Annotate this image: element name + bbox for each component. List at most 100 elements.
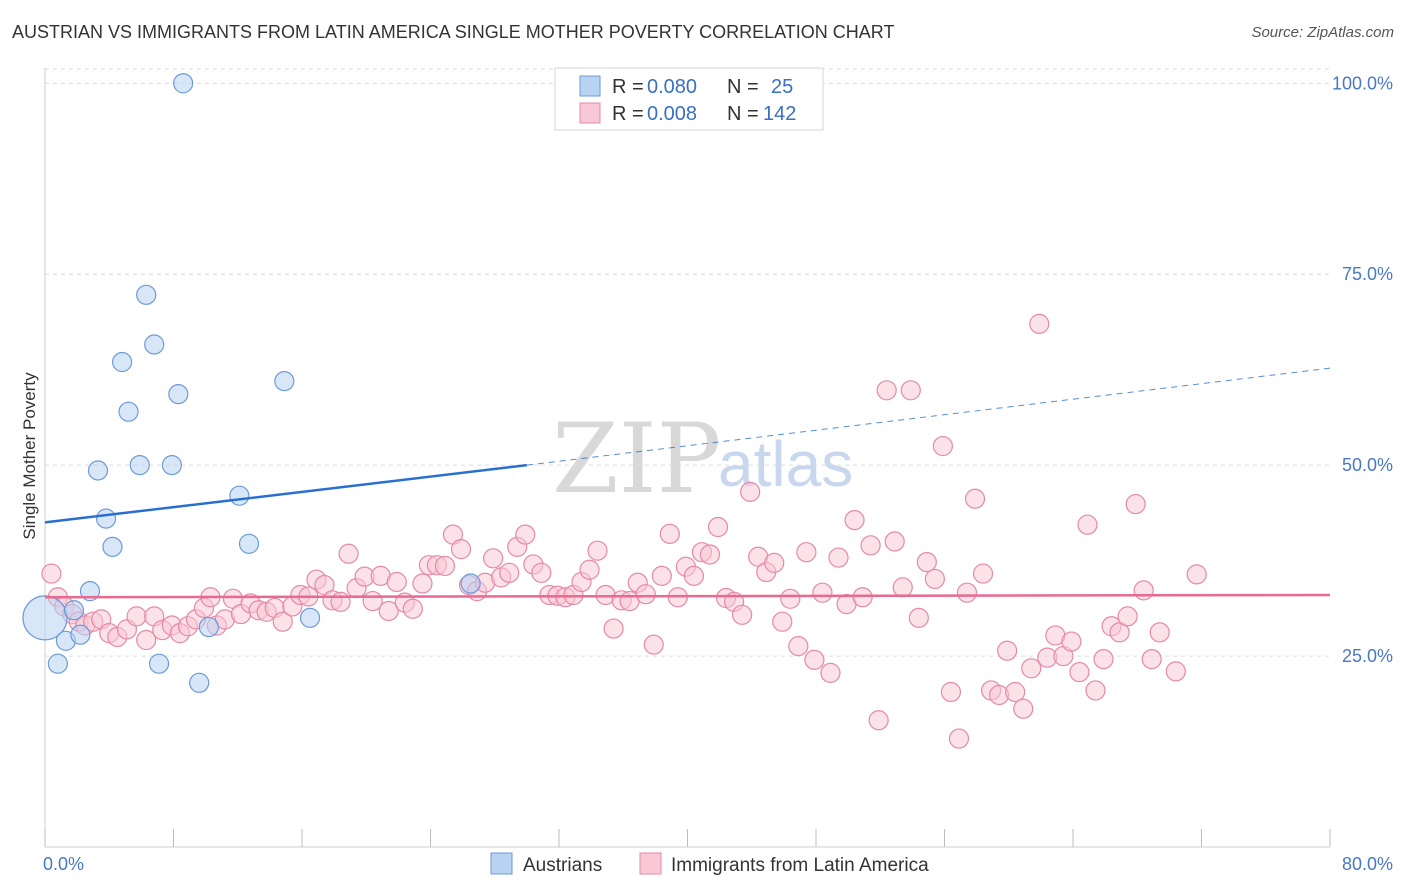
latam-point [1141, 649, 1162, 670]
austrian-point [63, 600, 85, 621]
latam-point [1029, 313, 1050, 334]
latam-point [820, 662, 841, 683]
latam-point [643, 634, 664, 655]
austrians-swatch [579, 75, 601, 97]
austrian-point [144, 334, 165, 355]
latam-point [531, 562, 552, 583]
latam-point [940, 681, 962, 703]
latam-point [916, 552, 937, 573]
legend-austrians-label: Austrians [523, 855, 602, 876]
latam-point [450, 539, 472, 560]
chart-source: Source: ZipAtlas.com [1251, 24, 1394, 41]
austrian-point [70, 624, 91, 645]
latam-point [1085, 680, 1106, 701]
latam-point [1125, 493, 1146, 515]
latam-point [1109, 622, 1130, 643]
latam-point [683, 565, 705, 586]
austrians-n-value: 25 [771, 76, 793, 98]
latam-point [651, 565, 672, 586]
austrian-point [274, 371, 295, 392]
latam-point [860, 535, 881, 556]
latam-point [587, 540, 608, 561]
latam-point [1133, 580, 1154, 601]
latam-point [1093, 649, 1114, 670]
latam-point [844, 510, 865, 531]
latam-point [972, 563, 994, 584]
latam-point [699, 544, 721, 565]
austrian-point [238, 533, 260, 554]
austrian-point [161, 455, 182, 476]
austrian-point [87, 460, 109, 481]
legend-austrians-swatch [490, 852, 513, 875]
y-tick-label: 50.0% [1342, 455, 1393, 475]
latam-points [41, 313, 1207, 749]
latam-point [1077, 514, 1098, 535]
latam-point [908, 607, 929, 628]
latam-point [603, 618, 624, 639]
latam-point [812, 582, 833, 603]
x-tick-label-min: 0.0% [43, 854, 84, 874]
latam-point [780, 588, 801, 609]
latam-point [932, 435, 953, 457]
stats-legend: R = 0.080 N = 25 R = 0.008 N = 142 [554, 67, 824, 131]
austrian-point [95, 508, 117, 529]
austrians-r-value: 0.080 [647, 76, 697, 98]
x-tick-label-max: 80.0% [1342, 854, 1393, 874]
latam-point [1117, 606, 1138, 627]
latam-point [272, 611, 293, 632]
latam-point [900, 380, 921, 401]
latam-point [868, 710, 889, 731]
latam-point [659, 523, 680, 544]
latam-point [740, 481, 761, 502]
latam-point [1069, 662, 1090, 683]
austrian-point [198, 616, 219, 638]
latam-point [1013, 698, 1034, 719]
latam-point [499, 562, 520, 583]
latam-r-label: R = [612, 103, 644, 125]
latam-point [635, 584, 656, 605]
latam-r-value: 0.008 [647, 103, 697, 125]
legend-latam-label: Immigrants from Latin America [671, 855, 929, 876]
austrian-point [102, 536, 123, 557]
latam-point [434, 555, 456, 577]
latam-point [330, 591, 351, 612]
latam-trend-line [44, 593, 1331, 599]
latam-point [876, 380, 897, 401]
austrian-point [229, 485, 250, 506]
austrians-n-label: N = [727, 76, 759, 98]
latam-point [764, 552, 785, 573]
latam-point [772, 611, 793, 632]
y-tick-label: 25.0% [1342, 646, 1393, 666]
austrian-point [129, 455, 150, 476]
austrians-r-label: R = [612, 76, 644, 98]
latam-point [892, 577, 913, 598]
austrian-point [173, 73, 194, 94]
austrian-point [168, 384, 189, 405]
latam-point [924, 568, 945, 590]
legend-latam-swatch [639, 852, 662, 875]
latam-point [515, 524, 536, 545]
latam-point [948, 728, 970, 749]
latam-n-label: N = [727, 103, 759, 125]
latam-point [136, 629, 157, 651]
austrian-point [22, 595, 68, 641]
latam-point [852, 587, 873, 608]
latam-swatch [579, 102, 601, 124]
latam-point [1149, 622, 1170, 643]
latam-point [964, 488, 986, 509]
austrians-trend-line [44, 463, 528, 524]
austrian-point [460, 573, 481, 594]
latam-point [804, 649, 825, 670]
watermark-zip: ZIP [552, 403, 721, 515]
latam-point [1165, 661, 1186, 682]
austrians-trend-extension [526, 367, 1331, 466]
austrian-point [79, 581, 101, 602]
y-tick-label: 100.0% [1332, 73, 1393, 93]
austrian-point [136, 284, 157, 305]
austrian-point [111, 351, 133, 373]
y-tick-label: 75.0% [1342, 264, 1393, 284]
latam-point [378, 600, 399, 622]
austrian-point [299, 607, 321, 628]
latam-point [579, 559, 600, 580]
